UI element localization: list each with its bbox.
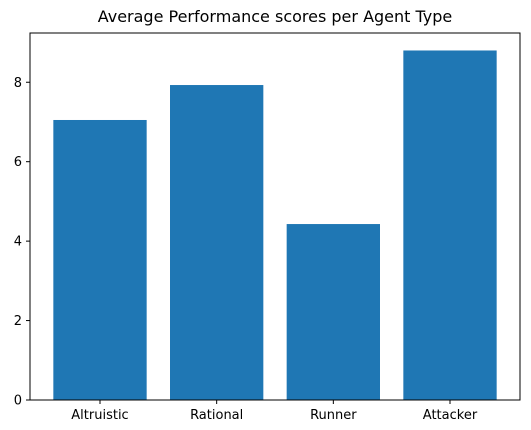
plot-frame: [29, 32, 521, 401]
y-tick-label: 6: [14, 155, 22, 170]
x-axis-ticks: Altruistic Rational Runner Attacker: [71, 400, 478, 423]
x-tick-label: Runner: [310, 408, 357, 423]
bars-layer: [53, 50, 497, 401]
y-tick-label: 4: [14, 235, 22, 250]
chart-title: Average Performance scores per Agent Typ…: [98, 7, 453, 26]
bar-runner: [286, 224, 380, 400]
x-tick-label: Altruistic: [71, 408, 128, 423]
y-tick-label: 0: [14, 394, 22, 409]
x-tick-label: Attacker: [423, 408, 478, 423]
bar-altruistic: [53, 119, 147, 400]
bar-attacker: [403, 50, 497, 400]
y-axis-ticks: 0 2 4 6 8: [14, 76, 30, 409]
x-tick-label: Rational: [190, 408, 243, 423]
bar-rational: [170, 85, 264, 401]
y-tick-label: 2: [14, 314, 22, 329]
y-tick-label: 8: [14, 76, 22, 91]
